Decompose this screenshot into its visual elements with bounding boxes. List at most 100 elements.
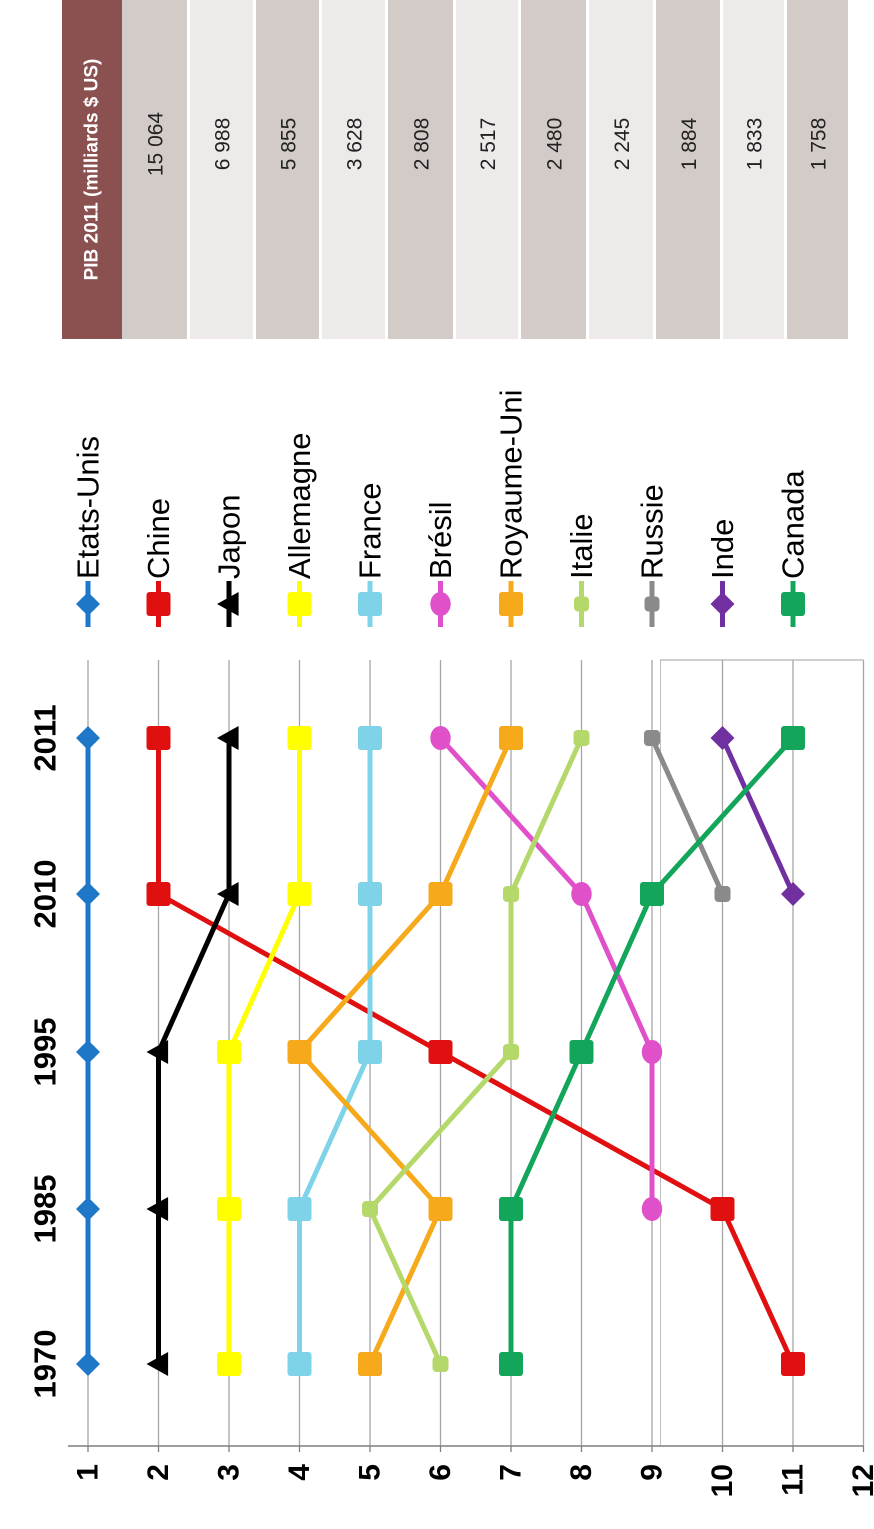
y-tick-label: 2	[142, 1464, 175, 1481]
table-cell-value: 3 628	[344, 118, 367, 171]
data-point-royaume-uni-1995	[288, 1040, 312, 1064]
data-point-allemagne-1985	[217, 1197, 241, 1221]
data-point-italie-2011	[574, 730, 590, 746]
data-point-royaume-uni-1985	[429, 1197, 453, 1221]
data-point-inde-2010	[781, 882, 805, 906]
table-row-gap	[586, 0, 589, 339]
table-row-gap	[848, 0, 851, 339]
legend-item-royaume-uni: Royaume-Uni	[494, 389, 529, 627]
x-tick-label: 1970	[28, 1330, 63, 1399]
x-tick-label: 2011	[28, 704, 63, 771]
table-cell-value: 15 064	[145, 112, 168, 177]
data-point-france-1970	[288, 1352, 312, 1376]
legend-marker	[781, 592, 805, 616]
x-tick-label: 1985	[28, 1175, 63, 1244]
data-point-canada-1970	[499, 1352, 523, 1376]
table-row-gap	[385, 0, 388, 339]
legend-item-etats-unis: Etats-Unis	[71, 436, 106, 627]
legend-marker	[430, 592, 450, 616]
series-russie	[644, 730, 731, 902]
data-point-russie-2010	[715, 886, 731, 902]
legend-label: Etats-Unis	[71, 436, 106, 579]
legend-marker	[76, 592, 100, 616]
data-point-france-1995	[358, 1040, 382, 1064]
legend-marker	[147, 592, 171, 616]
table-cell-value: 2 517	[477, 118, 500, 171]
table-cell-value: 6 988	[212, 118, 235, 171]
x-tick-label: 1995	[28, 1018, 63, 1087]
data-point-italie-2010	[503, 886, 519, 902]
data-point-chine-1970	[781, 1352, 805, 1376]
data-point-allemagne-2011	[288, 726, 312, 750]
data-point-etats-unis-2011	[76, 726, 100, 750]
table-cell-value: 1 833	[744, 118, 767, 171]
data-point-chine-1985	[711, 1197, 735, 1221]
legend-item-bresil: Brésil	[423, 501, 458, 627]
data-point-chine-2011	[147, 726, 171, 750]
legend-item-inde: Inde	[705, 519, 740, 627]
legend-label: Allemagne	[282, 433, 317, 579]
legend-marker	[574, 597, 589, 612]
data-point-allemagne-1995	[217, 1040, 241, 1064]
data-point-italie-1995	[503, 1044, 519, 1060]
series-line-chine	[159, 738, 794, 1364]
data-point-canada-1995	[570, 1040, 594, 1064]
data-point-etats-unis-1985	[76, 1197, 100, 1221]
y-tick-label: 11	[777, 1464, 810, 1496]
legend-marker	[645, 597, 660, 612]
data-point-bresil-1995	[642, 1040, 662, 1064]
data-point-etats-unis-2010	[76, 882, 100, 906]
data-point-france-2010	[358, 882, 382, 906]
data-point-chine-1995	[429, 1040, 453, 1064]
table-cell-value: 1 758	[808, 118, 831, 171]
data-point-royaume-uni-2011	[499, 726, 523, 750]
y-tick-label: 1	[72, 1464, 105, 1481]
data-point-allemagne-2010	[288, 882, 312, 906]
legend-label: Chine	[141, 498, 176, 579]
y-tick-label: 7	[495, 1464, 528, 1481]
data-point-inde-2011	[711, 726, 735, 750]
table-row-gap	[653, 0, 656, 339]
legend-item-allemagne: Allemagne	[282, 433, 317, 627]
series-bresil	[430, 726, 662, 1221]
y-tick-label: 6	[424, 1464, 457, 1481]
series-line-bresil	[441, 738, 653, 1209]
series-line-italie	[370, 738, 582, 1364]
table-row-gap	[784, 0, 787, 339]
legend-label: Royaume-Uni	[494, 389, 529, 579]
data-point-canada-1985	[499, 1197, 523, 1221]
series-royaume-uni	[288, 726, 524, 1376]
legend-label: Japon	[212, 495, 247, 579]
data-point-bresil-2011	[430, 726, 450, 750]
table-row-gap	[518, 0, 521, 339]
series-line-russie	[652, 738, 723, 894]
y-tick-label: 3	[213, 1464, 246, 1481]
legend-item-chine: Chine	[141, 498, 176, 627]
y-tick-label: 10	[706, 1464, 739, 1497]
table-cell-value: 2 808	[411, 118, 434, 171]
data-point-canada-2010	[640, 882, 664, 906]
table-cell-value: 2 245	[611, 118, 634, 171]
y-tick-label: 8	[565, 1464, 598, 1481]
series-line-royaume-uni	[300, 738, 512, 1364]
legend-marker	[288, 592, 312, 616]
legend-marker	[499, 592, 523, 616]
legend-label: Brésil	[423, 501, 458, 579]
data-point-royaume-uni-1970	[358, 1352, 382, 1376]
series-chine	[147, 726, 806, 1376]
table-row-gap	[453, 0, 456, 339]
legend-label: Italie	[564, 514, 599, 579]
data-point-france-1985	[288, 1197, 312, 1221]
data-point-bresil-1985	[642, 1197, 662, 1221]
legend-label: Canada	[776, 470, 811, 579]
data-point-allemagne-1970	[217, 1352, 241, 1376]
data-point-chine-2010	[147, 882, 171, 906]
data-point-france-2011	[358, 726, 382, 750]
series-italie	[362, 730, 590, 1372]
legend-label: Russie	[635, 484, 670, 579]
series-etats-unis	[76, 726, 100, 1376]
legend-marker	[711, 592, 735, 616]
